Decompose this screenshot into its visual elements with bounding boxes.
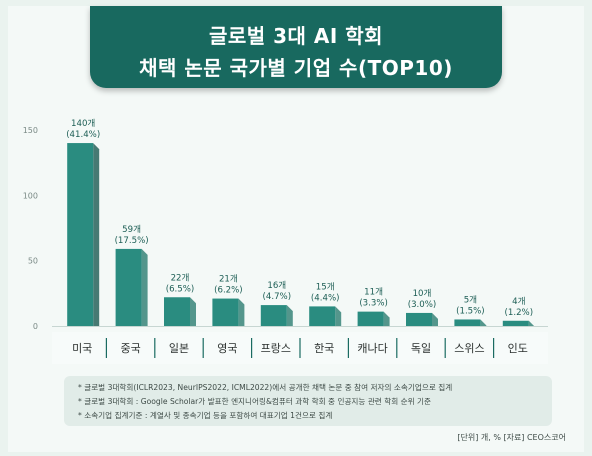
x-tick-label: 미국 [72, 342, 92, 355]
x-tick-label: 캐나다 [357, 342, 387, 355]
value-label: 22개 [171, 272, 190, 283]
value-label: 11개 [364, 287, 383, 298]
bar-side [238, 298, 245, 326]
bar [115, 248, 142, 326]
bar-side [141, 248, 148, 326]
bar [67, 143, 94, 326]
value-label: 5개 [464, 294, 477, 305]
note-3: * 소속기업 집계기준 : 계열사 및 종속기업 등을 포함하여 대표기업 1건… [78, 411, 333, 420]
percent-label: (41.4%) [66, 130, 100, 140]
value-label: 15개 [316, 281, 335, 292]
value-label: 21개 [219, 274, 238, 285]
bar-side [190, 297, 196, 326]
bar [164, 297, 190, 326]
x-tick-label: 독일 [411, 341, 431, 355]
value-label: 59개 [122, 224, 141, 235]
y-tick-label: 0 [33, 322, 38, 331]
bar [212, 298, 239, 326]
x-tick-label: 일본 [169, 341, 189, 355]
bar [357, 311, 384, 326]
percent-label: (3.3%) [359, 299, 388, 309]
percent-label: (6.5%) [166, 284, 195, 294]
bar [406, 312, 432, 326]
y-tick-label: 100 [23, 191, 38, 200]
value-label: 140개 [71, 118, 95, 129]
chart-title-line1: 글로벌 3대 AI 학회 [208, 24, 384, 48]
percent-label: (1.2%) [505, 308, 534, 318]
y-tick-label: 150 [23, 126, 38, 135]
percent-label: (1.5%) [456, 306, 485, 316]
percent-label: (17.5%) [115, 236, 149, 246]
source-note: [단위] 개, % [자료] CEO스코어 [457, 433, 566, 442]
notes-box: * 글로벌 3대학회(ICLR2023, NeurIPS2022, ICML20… [64, 376, 552, 426]
bar-side [383, 311, 390, 326]
value-label: 10개 [413, 288, 432, 299]
x-tick-label: 인도 [508, 342, 528, 355]
note-1: * 글로벌 3대학회(ICLR2023, NeurIPS2022, ICML20… [78, 383, 453, 392]
bar [309, 306, 336, 326]
percent-label: (6.2%) [214, 286, 243, 296]
x-tick-label: 프랑스 [261, 342, 291, 355]
x-tick-label: 중국 [120, 342, 140, 355]
chart-title-line2: 채택 논문 국가별 기업 수(TOP10) [139, 56, 453, 80]
bar [502, 320, 529, 326]
note-2: * 글로벌 3대학회 : Google Scholar가 발표한 엔지니어링&컴… [78, 397, 431, 406]
bar-side [286, 305, 293, 326]
bar-side [93, 143, 100, 326]
bar [454, 319, 481, 326]
bar-side [432, 312, 438, 326]
x-tick-label: 영국 [217, 342, 237, 355]
x-tick-label: 스위스 [454, 342, 484, 355]
percent-label: (4.4%) [311, 293, 340, 303]
title-banner: 글로벌 3대 AI 학회 채택 논문 국가별 기업 수(TOP10) [90, 6, 502, 88]
bar-side [528, 320, 535, 327]
bar [260, 305, 287, 326]
x-tick-label: 한국 [314, 342, 334, 355]
value-label: 16개 [267, 280, 286, 291]
value-label: 4개 [512, 296, 525, 307]
y-tick-label: 50 [28, 257, 38, 266]
bar-side [335, 306, 342, 326]
percent-label: (3.0%) [408, 300, 437, 310]
percent-label: (4.7%) [263, 292, 292, 302]
bar-side [480, 319, 487, 326]
